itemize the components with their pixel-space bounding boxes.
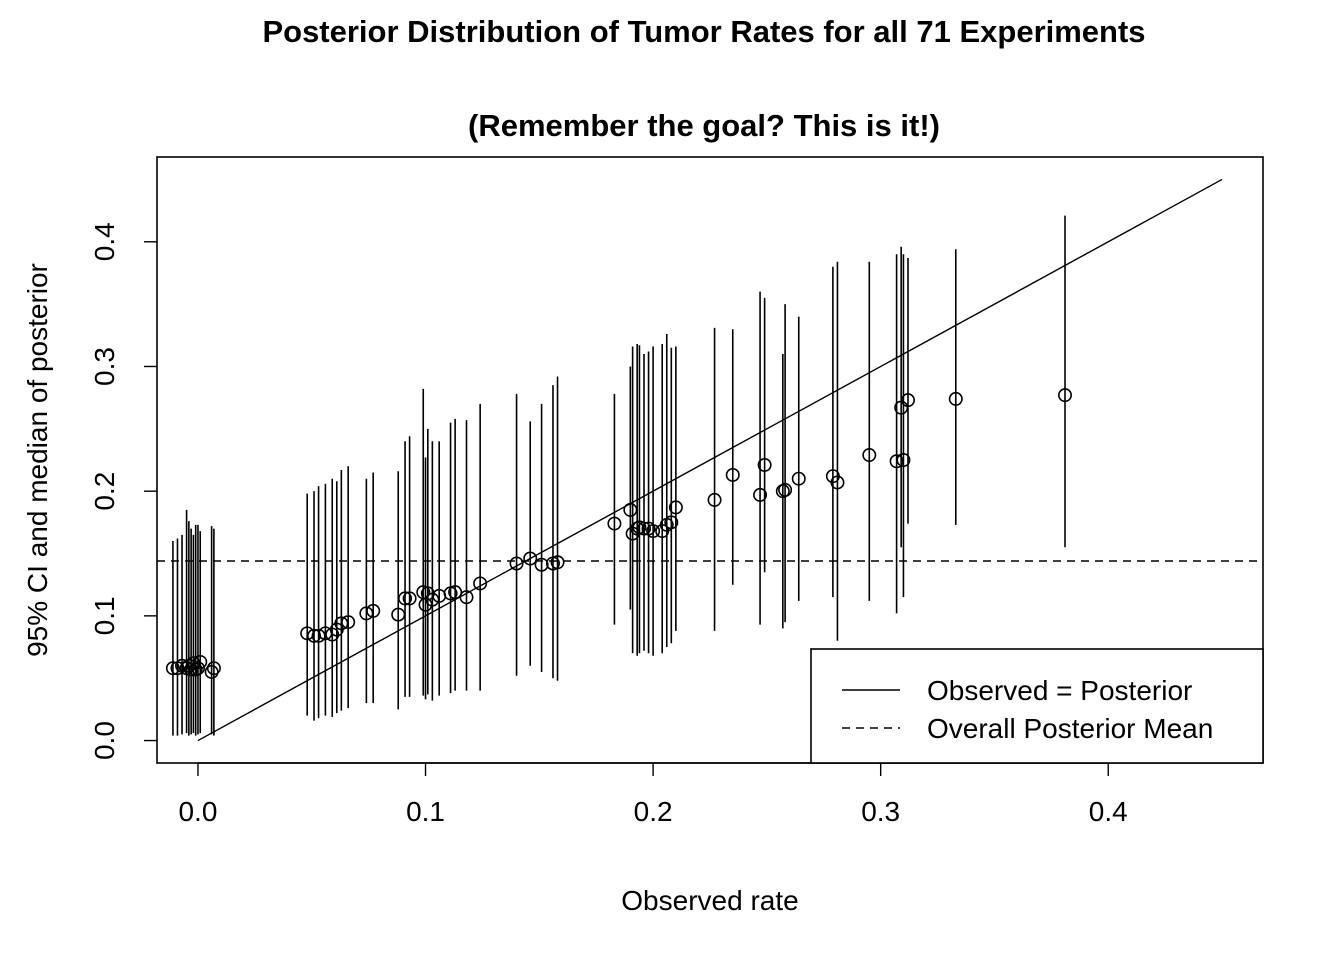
median-point (862, 448, 877, 463)
median-point (791, 471, 806, 486)
median-point (325, 627, 340, 642)
median-point (359, 606, 374, 621)
median-point (900, 393, 915, 408)
y-tick-label: 0.4 (89, 222, 120, 261)
median-point (757, 457, 772, 472)
median-point (896, 452, 911, 467)
median-point (473, 576, 488, 591)
median-point (402, 591, 417, 606)
median-point (206, 661, 221, 676)
median-point (459, 590, 474, 605)
median-point (607, 516, 622, 531)
median-point (668, 500, 683, 515)
chart-subtitle: (Remember the goal? This is it!) (468, 108, 940, 143)
y-tick-label: 0.1 (89, 596, 120, 635)
median-point (190, 661, 205, 676)
median-point (425, 592, 440, 607)
y-tick-label: 0.0 (89, 721, 120, 760)
median-point (311, 628, 326, 643)
median-point (509, 556, 524, 571)
x-tick-label: 0.1 (406, 796, 445, 827)
y-tick-label: 0.3 (89, 347, 120, 386)
x-axis-label: Observed rate (621, 885, 798, 916)
x-tick-label: 0.2 (634, 796, 673, 827)
median-point (623, 502, 638, 517)
median-point (707, 492, 722, 507)
median-point (391, 607, 406, 622)
median-point (334, 616, 349, 631)
median-point (830, 475, 845, 490)
median-point (165, 661, 180, 676)
median-point (523, 551, 538, 566)
median-point (889, 454, 904, 469)
median-point (948, 391, 963, 406)
median-point (193, 654, 208, 669)
legend-box (810, 648, 1264, 764)
median-point (1058, 388, 1073, 403)
median-point (184, 662, 199, 677)
median-point (646, 524, 661, 539)
median-point (637, 521, 652, 536)
legend-label: Overall Posterior Mean (927, 713, 1213, 744)
median-point (186, 656, 201, 671)
median-point (725, 467, 740, 482)
median-point (778, 482, 793, 497)
y-axis-label: 95% CI and median of posterior (22, 263, 53, 657)
median-point (664, 515, 679, 530)
legend-label: Observed = Posterior (927, 675, 1192, 706)
x-tick-label: 0.4 (1089, 796, 1128, 827)
x-tick-label: 0.3 (861, 796, 900, 827)
median-point (534, 557, 549, 572)
median-point (366, 603, 381, 618)
identity-line (197, 178, 1223, 742)
x-tick-label: 0.0 (178, 796, 217, 827)
median-point (341, 615, 356, 630)
median-point (550, 555, 565, 570)
chart-title: Posterior Distribution of Tumor Rates fo… (262, 14, 1146, 49)
median-point (398, 591, 413, 606)
median-point (753, 487, 768, 502)
median-point (448, 585, 463, 600)
y-tick-label: 0.2 (89, 472, 120, 511)
